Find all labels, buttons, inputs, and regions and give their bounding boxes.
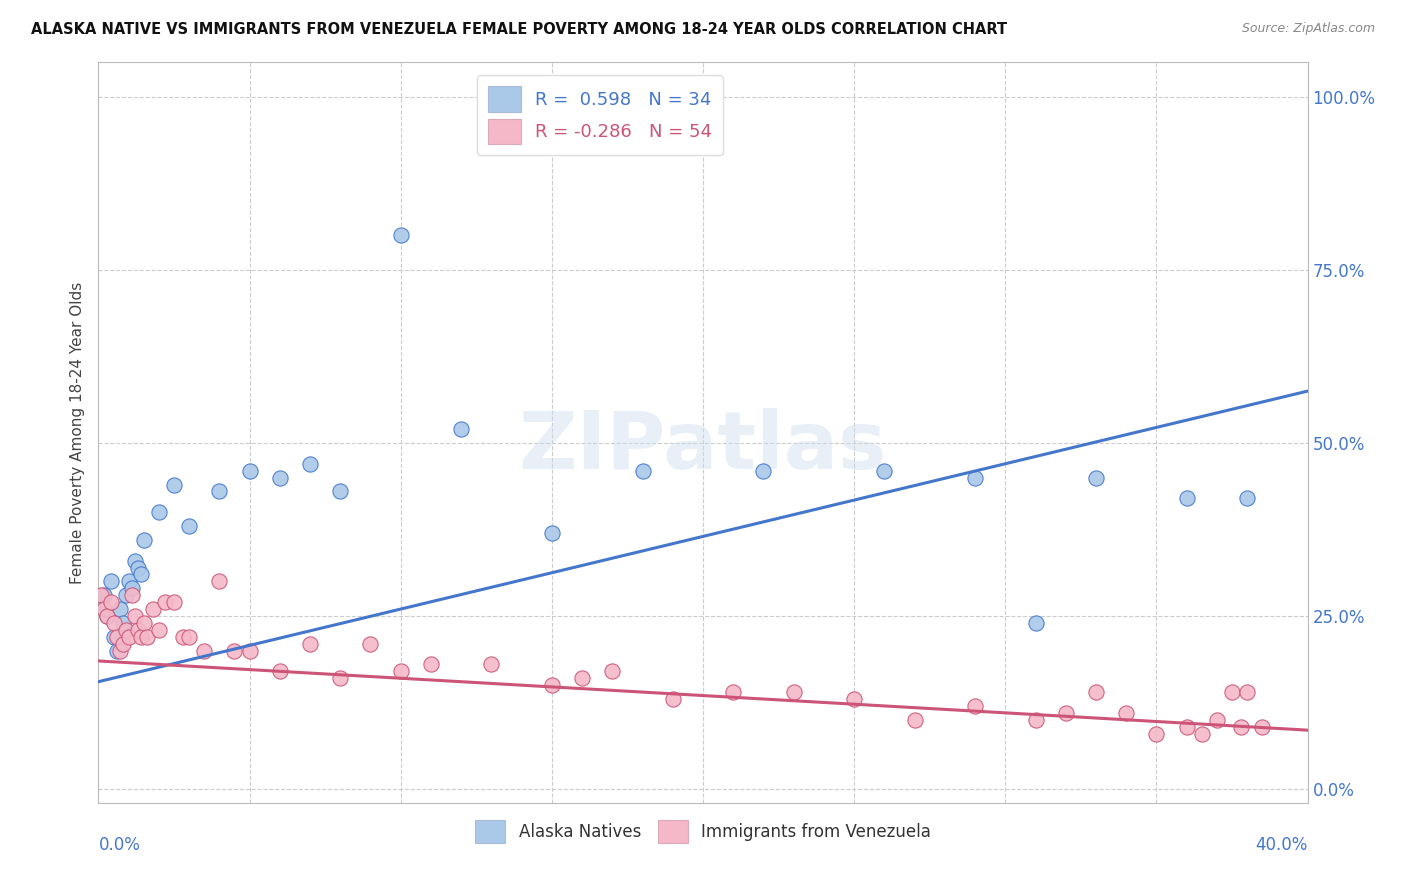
Point xyxy=(172,630,194,644)
Point xyxy=(299,637,322,651)
Point xyxy=(127,560,149,574)
Point xyxy=(96,609,118,624)
Point xyxy=(1175,720,1198,734)
Point xyxy=(299,457,322,471)
Text: ZIPatlas: ZIPatlas xyxy=(519,409,887,486)
Point xyxy=(965,470,987,484)
Point xyxy=(114,623,136,637)
Point xyxy=(135,630,157,644)
Point xyxy=(783,685,806,699)
Point xyxy=(93,602,115,616)
Point xyxy=(1220,685,1243,699)
Y-axis label: Female Poverty Among 18-24 Year Olds: Female Poverty Among 18-24 Year Olds xyxy=(70,282,86,583)
Point xyxy=(93,588,115,602)
Point xyxy=(844,692,866,706)
Point xyxy=(1024,615,1046,630)
Point xyxy=(420,657,443,672)
Point xyxy=(1175,491,1198,506)
Point xyxy=(163,477,186,491)
Point xyxy=(127,623,149,637)
Text: ALASKA NATIVE VS IMMIGRANTS FROM VENEZUELA FEMALE POVERTY AMONG 18-24 YEAR OLDS : ALASKA NATIVE VS IMMIGRANTS FROM VENEZUE… xyxy=(31,22,1007,37)
Point xyxy=(540,678,562,692)
Point xyxy=(129,630,152,644)
Point xyxy=(1085,685,1108,699)
Point xyxy=(329,484,352,499)
Point xyxy=(481,657,503,672)
Point xyxy=(269,665,291,679)
Point xyxy=(661,692,683,706)
Point xyxy=(132,533,155,547)
Point xyxy=(90,588,112,602)
Point xyxy=(389,665,412,679)
Point xyxy=(118,630,141,644)
Point xyxy=(124,609,146,624)
Point xyxy=(118,574,141,589)
Point xyxy=(100,574,122,589)
Point xyxy=(148,505,170,519)
Point xyxy=(904,713,927,727)
Point xyxy=(360,637,382,651)
Point xyxy=(111,637,134,651)
Text: Source: ZipAtlas.com: Source: ZipAtlas.com xyxy=(1241,22,1375,36)
Text: 0.0%: 0.0% xyxy=(98,836,141,855)
Point xyxy=(752,464,775,478)
Point xyxy=(239,643,262,657)
Point xyxy=(571,671,593,685)
Point xyxy=(540,525,562,540)
Text: 40.0%: 40.0% xyxy=(1256,836,1308,855)
Point xyxy=(100,595,122,609)
Point xyxy=(193,643,215,657)
Point xyxy=(179,519,201,533)
Point xyxy=(208,484,231,499)
Point xyxy=(105,630,128,644)
Point xyxy=(1085,470,1108,484)
Point xyxy=(132,615,155,630)
Point xyxy=(329,671,352,685)
Point xyxy=(103,630,125,644)
Point xyxy=(179,630,201,644)
Point xyxy=(148,623,170,637)
Point xyxy=(389,228,412,243)
Point xyxy=(1144,726,1167,740)
Point xyxy=(965,698,987,713)
Point xyxy=(1054,706,1077,720)
Point xyxy=(723,685,745,699)
Point xyxy=(121,588,143,602)
Point xyxy=(1236,685,1258,699)
Point xyxy=(105,643,128,657)
Point xyxy=(108,602,131,616)
Point xyxy=(114,588,136,602)
Point xyxy=(129,567,152,582)
Point xyxy=(1115,706,1137,720)
Point xyxy=(111,615,134,630)
Point xyxy=(450,422,472,436)
Legend: Alaska Natives, Immigrants from Venezuela: Alaska Natives, Immigrants from Venezuel… xyxy=(468,814,938,850)
Point xyxy=(96,609,118,624)
Point xyxy=(121,582,143,596)
Point xyxy=(142,602,165,616)
Point xyxy=(1230,720,1253,734)
Point xyxy=(1236,491,1258,506)
Point xyxy=(163,595,186,609)
Point xyxy=(239,464,262,478)
Point xyxy=(873,464,896,478)
Point xyxy=(1206,713,1229,727)
Point xyxy=(108,643,131,657)
Point xyxy=(90,595,112,609)
Point xyxy=(1191,726,1213,740)
Point xyxy=(269,470,291,484)
Point xyxy=(224,643,246,657)
Point xyxy=(602,665,624,679)
Point xyxy=(631,464,654,478)
Point xyxy=(1251,720,1274,734)
Point xyxy=(208,574,231,589)
Point xyxy=(124,554,146,568)
Point xyxy=(1024,713,1046,727)
Point xyxy=(103,615,125,630)
Point xyxy=(153,595,176,609)
